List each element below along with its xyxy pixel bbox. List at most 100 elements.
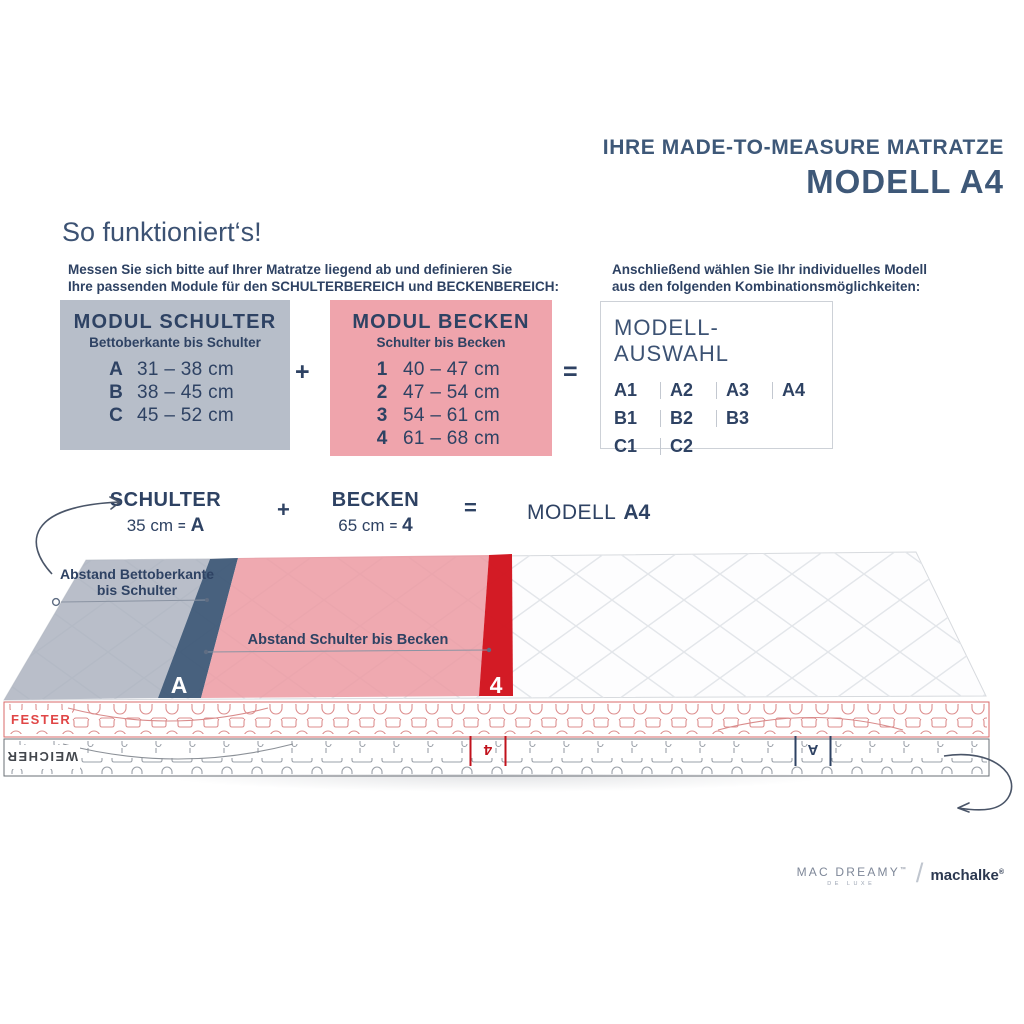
example-becken-label: BECKEN [331, 489, 420, 511]
model-code: A1 [614, 380, 638, 400]
module-row: 4 61 – 68 cm [330, 427, 552, 450]
section-heading: So funktioniert‘s! [62, 217, 262, 247]
equals-operator: = [563, 358, 578, 386]
result-label: MODELL [527, 501, 617, 524]
model-code: B3 [726, 408, 750, 428]
brand-mac-dreamy: MAC DREAMY™ DE LUXE [797, 865, 906, 887]
intro-right-line1: Anschließend wählen Sie Ihr individuelle… [612, 262, 928, 277]
brand-machalke-text: machalke [930, 867, 999, 884]
module-row: 3 54 – 61 cm [330, 404, 552, 427]
model-code: A4 [782, 380, 806, 400]
module-row: 1 40 – 47 cm [330, 358, 552, 381]
brand-mac-dreamy-name: MAC DREAMY™ [797, 865, 906, 879]
measure1-text-line1: Abstand Bettoberkante [60, 566, 214, 582]
plus-operator: + [277, 497, 290, 522]
module-key: 4 [376, 428, 388, 449]
intro-text-left: Messen Sie sich bitte auf Ihrer Matratze… [68, 261, 559, 295]
divider [715, 410, 717, 427]
module-range: 54 – 61 cm [403, 405, 500, 426]
measure1-text-line2: bis Schulter [97, 582, 178, 598]
divider [659, 382, 661, 399]
side-marker-shoulder: A [807, 741, 818, 758]
equals-operator: = [464, 495, 477, 520]
model-code: A3 [726, 380, 750, 400]
divider [659, 438, 661, 455]
mattress-top-view: A 4 Abstand Bettoberkante bis Schulter A… [3, 551, 987, 701]
intro-left-line1: Messen Sie sich bitte auf Ihrer Matratze… [68, 262, 513, 277]
example-result: MODELL A4 [527, 501, 650, 525]
result-code: A4 [623, 501, 651, 524]
intro-right-line2: aus den folgenden Kombinationsmöglichkei… [612, 279, 921, 294]
model-code: B2 [670, 408, 694, 428]
flip-arrow-right-icon [943, 753, 1013, 813]
module-schulter-subtitle: Bettoberkante bis Schulter [89, 335, 261, 350]
module-schulter-rows: A 31 – 38 cm B 38 – 45 cm C 45 – 52 cm [60, 358, 290, 427]
pelvis-band-label: 4 [490, 672, 503, 698]
mattress-shadow [6, 774, 988, 800]
module-becken-rows: 1 40 – 47 cm 2 47 – 54 cm 3 54 – 61 cm 4… [330, 358, 552, 450]
module-key: 3 [376, 405, 388, 426]
brand-mac-dreamy-sub: DE LUXE [827, 880, 876, 887]
example-schulter: SCHULTER 35 cm = A [98, 489, 233, 537]
module-key: C [109, 405, 123, 426]
example-schulter-label: SCHULTER [109, 489, 222, 511]
module-key: 1 [376, 359, 388, 380]
module-key: B [109, 382, 123, 403]
brand-separator: / [915, 858, 924, 888]
example-schulter-value: 35 cm = A [98, 515, 233, 537]
pelvis-band [479, 554, 513, 696]
pelvis-zone [201, 555, 489, 698]
measure2-text: Abstand Schulter bis Becken [248, 632, 449, 648]
module-row: B 38 – 45 cm [60, 381, 290, 404]
page-header: IHRE MADE-TO-MEASURE MATRATZE MODELL A4 [0, 136, 1004, 201]
module-becken-subtitle: Schulter bis Becken [376, 335, 506, 350]
intro-left-line2: Ihre passenden Module für den SCHULTERBE… [68, 279, 560, 294]
example-becken-value: 65 cm = 4 [308, 515, 443, 537]
header-model-title: MODELL A4 [806, 163, 1004, 200]
module-schulter-box: MODUL SCHULTER Bettoberkante bis Schulte… [60, 300, 290, 450]
header-subtitle: IHRE MADE-TO-MEASURE MATRATZE [602, 136, 1004, 159]
module-row: A 31 – 38 cm [60, 358, 290, 381]
plus-operator: + [295, 358, 310, 386]
modell-auswahl-title: MODELL-AUSWAHL [614, 315, 729, 366]
measured-value: 65 cm [338, 516, 385, 535]
module-schulter-title: MODUL SCHULTER [73, 311, 277, 333]
mattress-side-view: FESTER WEICHER 4 A [3, 701, 990, 777]
fester-label: FESTER [11, 712, 71, 727]
intro-text-right: Anschließend wählen Sie Ihr individuelle… [612, 261, 927, 295]
divider [659, 410, 661, 427]
becken-code: 4 [402, 515, 413, 536]
shoulder-band-label: A [171, 672, 188, 698]
model-code: A2 [670, 380, 694, 400]
divider [771, 382, 773, 399]
module-range: 40 – 47 cm [403, 359, 500, 380]
side-marker-pelvis: 4 [483, 741, 492, 758]
modell-auswahl-grid: A1 A2 A3 A4 B1 B2 B3 C1 C2 [614, 380, 819, 457]
divider [715, 382, 717, 399]
module-range: 47 – 54 cm [403, 382, 500, 403]
weicher-label: WEICHER [6, 749, 78, 764]
flip-arrow-left-icon [35, 496, 121, 575]
head-zone [4, 559, 210, 700]
brand-machalke: machalke® [930, 867, 1004, 884]
brand-footer: MAC DREAMY™ DE LUXE / machalke® [797, 858, 1004, 893]
brand-mac-dreamy-text: MAC DREAMY [796, 864, 900, 879]
module-range: 61 – 68 cm [403, 428, 500, 449]
module-key: A [109, 359, 123, 380]
module-range: 38 – 45 cm [137, 382, 234, 403]
module-range: 45 – 52 cm [137, 405, 234, 426]
schulter-code: A [190, 515, 205, 536]
model-code: B1 [614, 408, 638, 428]
shoulder-band [158, 558, 238, 698]
example-becken: BECKEN 65 cm = 4 [308, 489, 443, 537]
equals-sign: = [177, 518, 186, 533]
modell-auswahl-box: MODELL-AUSWAHL A1 A2 A3 A4 B1 B2 B3 C1 C… [600, 301, 833, 456]
module-key: 2 [376, 382, 388, 403]
measured-value: 35 cm [126, 516, 173, 535]
module-becken-title: MODUL BECKEN [352, 311, 530, 333]
module-row: 2 47 – 54 cm [330, 381, 552, 404]
module-range: 31 – 38 cm [137, 359, 234, 380]
module-row: C 45 – 52 cm [60, 404, 290, 427]
model-code: C1 [614, 436, 638, 456]
